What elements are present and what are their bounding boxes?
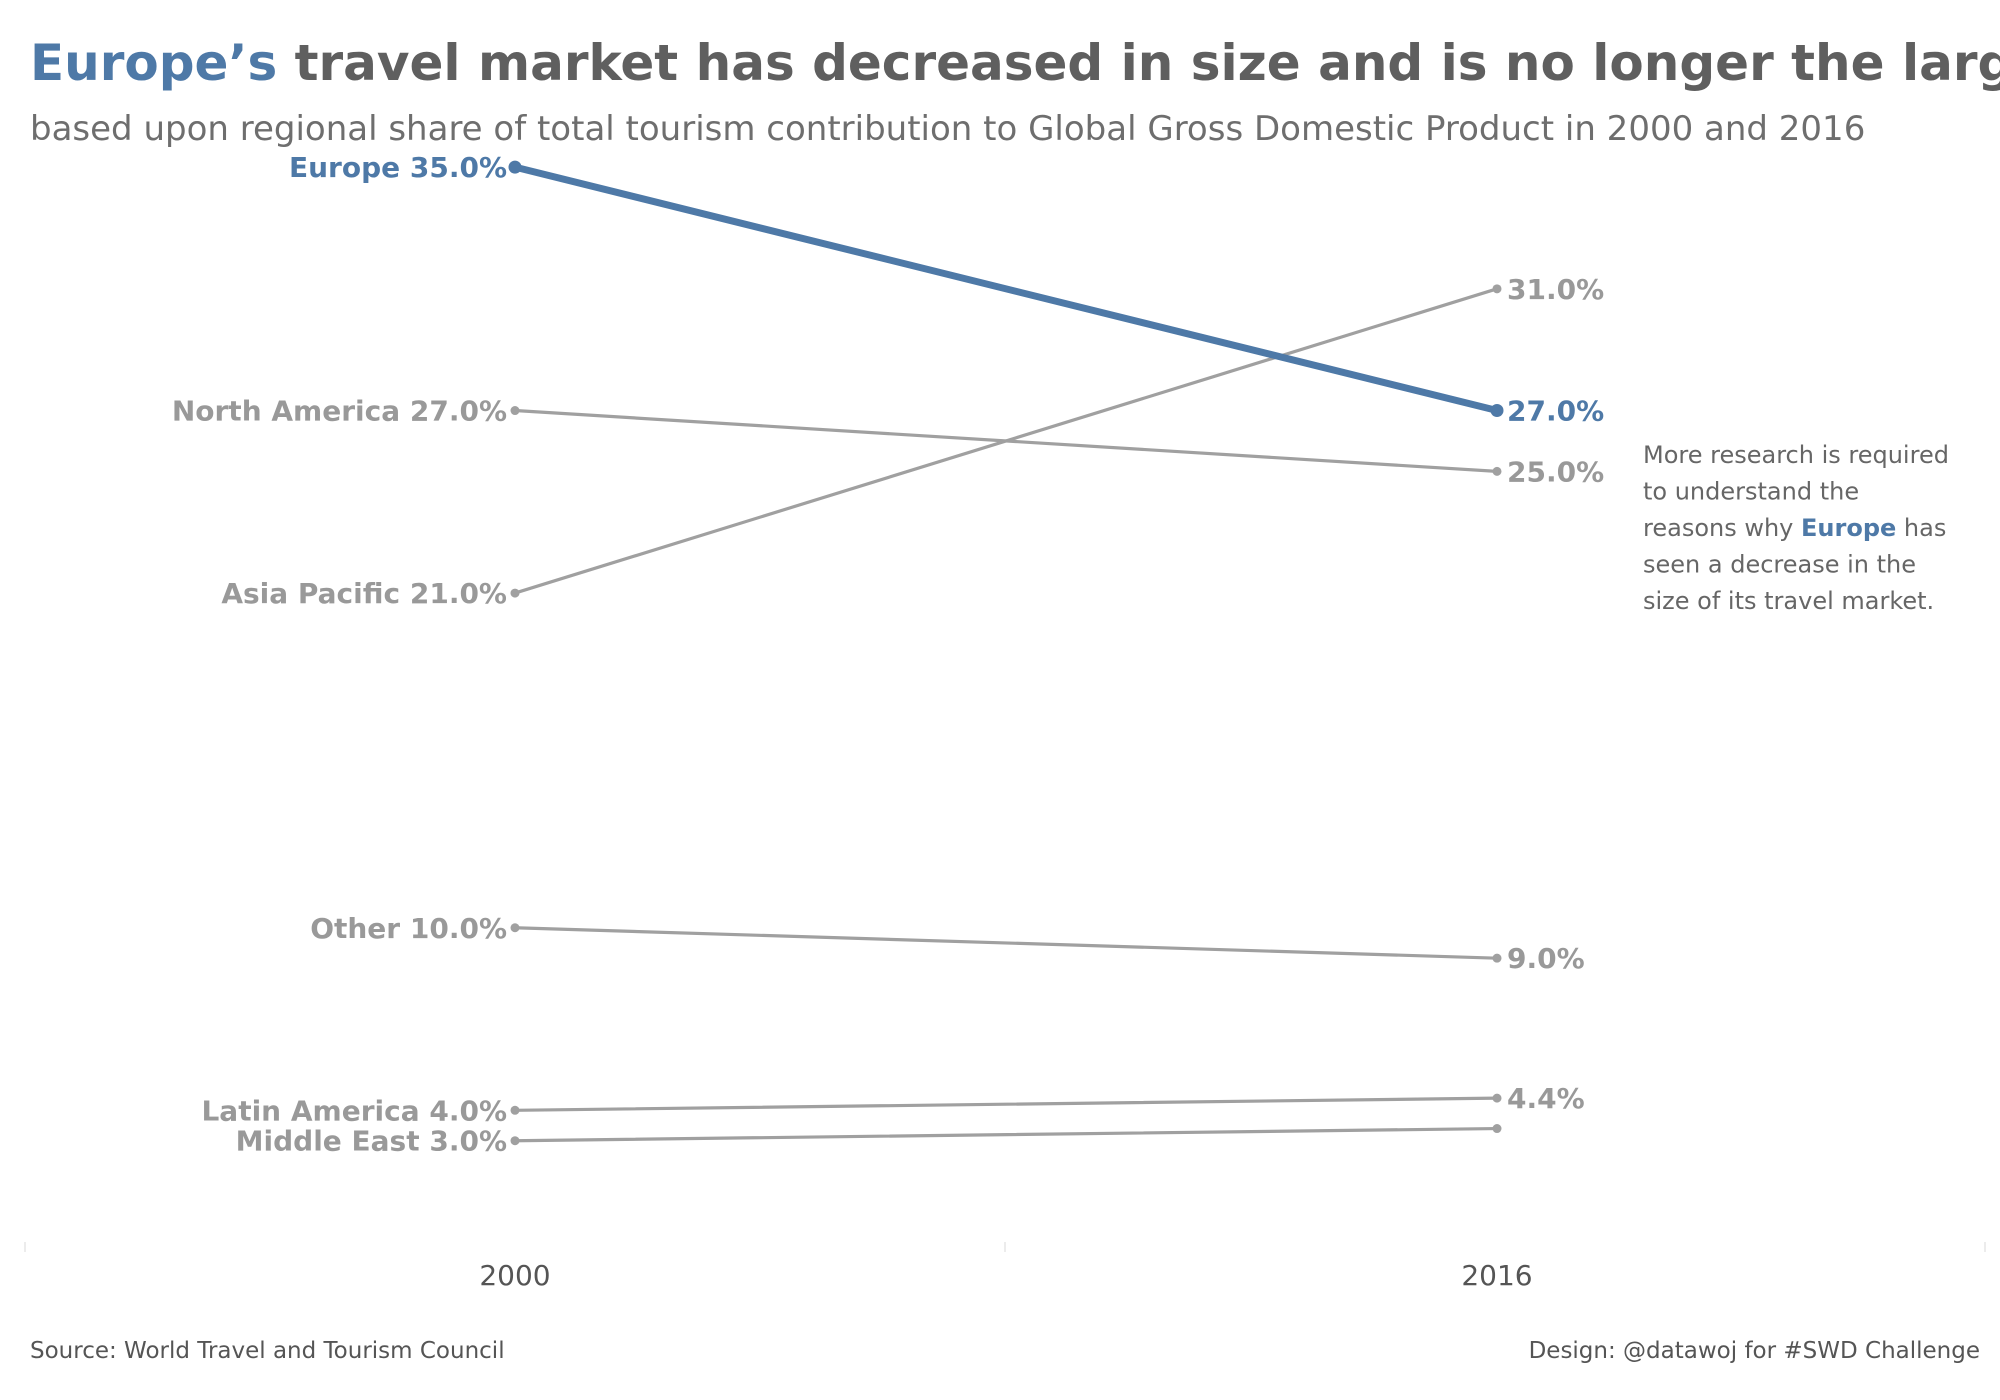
start-label-europe: Europe 35.0% <box>289 151 507 184</box>
chart-subtitle: based upon regional share of total touri… <box>30 109 1865 149</box>
end-label-europe: 27.0% <box>1507 395 1604 428</box>
note-line-5-part-1: size of its travel market. <box>1643 587 1934 615</box>
note-line-3-part-1: reasons why <box>1643 514 1801 542</box>
point-2016-middle-east <box>1492 1124 1502 1134</box>
series-line-asia-pacific <box>513 287 1499 595</box>
series-line-latin-america <box>513 1096 1499 1112</box>
point-2000-asia-pacific <box>510 588 520 598</box>
series-line-other <box>513 926 1499 960</box>
point-2016-asia-pacific <box>1492 284 1502 294</box>
note-line-2-part-1: to understand the <box>1643 478 1859 506</box>
series-line-middle-east <box>513 1126 1499 1143</box>
point-2000-other <box>510 923 520 933</box>
start-label-asia-pacific: Asia Pacific 21.0% <box>221 577 507 610</box>
chart-title: Europe’s travel market has decreased in … <box>30 34 2000 92</box>
end-label-other: 9.0% <box>1507 942 1585 975</box>
title-highlight: Europe’s <box>30 34 277 92</box>
x-axis: 2000 2016 <box>24 1242 1986 1292</box>
note-line-3-part-2: Europe <box>1801 514 1896 542</box>
note-line-3-part-3: has <box>1896 514 1946 542</box>
point-2016-europe <box>1490 404 1504 418</box>
note-line-4-part-1: seen a decrease in the <box>1643 551 1916 579</box>
title-rest: travel market has decreased in size and … <box>277 34 2000 92</box>
point-2016-other <box>1492 953 1502 963</box>
point-2000-europe <box>508 160 522 174</box>
series-lines <box>508 160 1504 1146</box>
end-label-latin-america: 4.4% <box>1507 1082 1585 1115</box>
x-tick-label-2000: 2000 <box>479 1259 550 1292</box>
start-label-other: Other 10.0% <box>310 912 507 945</box>
end-label-asia-pacific: 31.0% <box>1507 273 1604 306</box>
point-2000-latin-america <box>510 1105 520 1115</box>
series-labels: North America 27.0% 25.0% Asia Pacific 21.… <box>172 151 1604 1158</box>
x-tick-label-2016: 2016 <box>1461 1259 1532 1292</box>
annotation-note: More research is required to understand t… <box>1643 441 1949 615</box>
point-2000-middle-east <box>510 1136 520 1146</box>
end-label-north-america: 25.0% <box>1507 455 1604 488</box>
design-credit: Design: @datawoj for #SWD Challenge <box>1529 1338 1980 1364</box>
point-2000-north-america <box>510 406 520 416</box>
note-line-1-part-1: More research is required <box>1643 441 1949 469</box>
point-2016-latin-america <box>1492 1093 1502 1103</box>
start-label-latin-america: Latin America 4.0% <box>201 1094 507 1127</box>
series-line-europe <box>511 163 1501 415</box>
start-label-middle-east: Middle East 3.0% <box>236 1125 507 1158</box>
point-2016-north-america <box>1492 466 1502 476</box>
start-label-north-america: North America 27.0% <box>172 395 507 428</box>
source-note: Source: World Travel and Tourism Council <box>30 1338 505 1364</box>
